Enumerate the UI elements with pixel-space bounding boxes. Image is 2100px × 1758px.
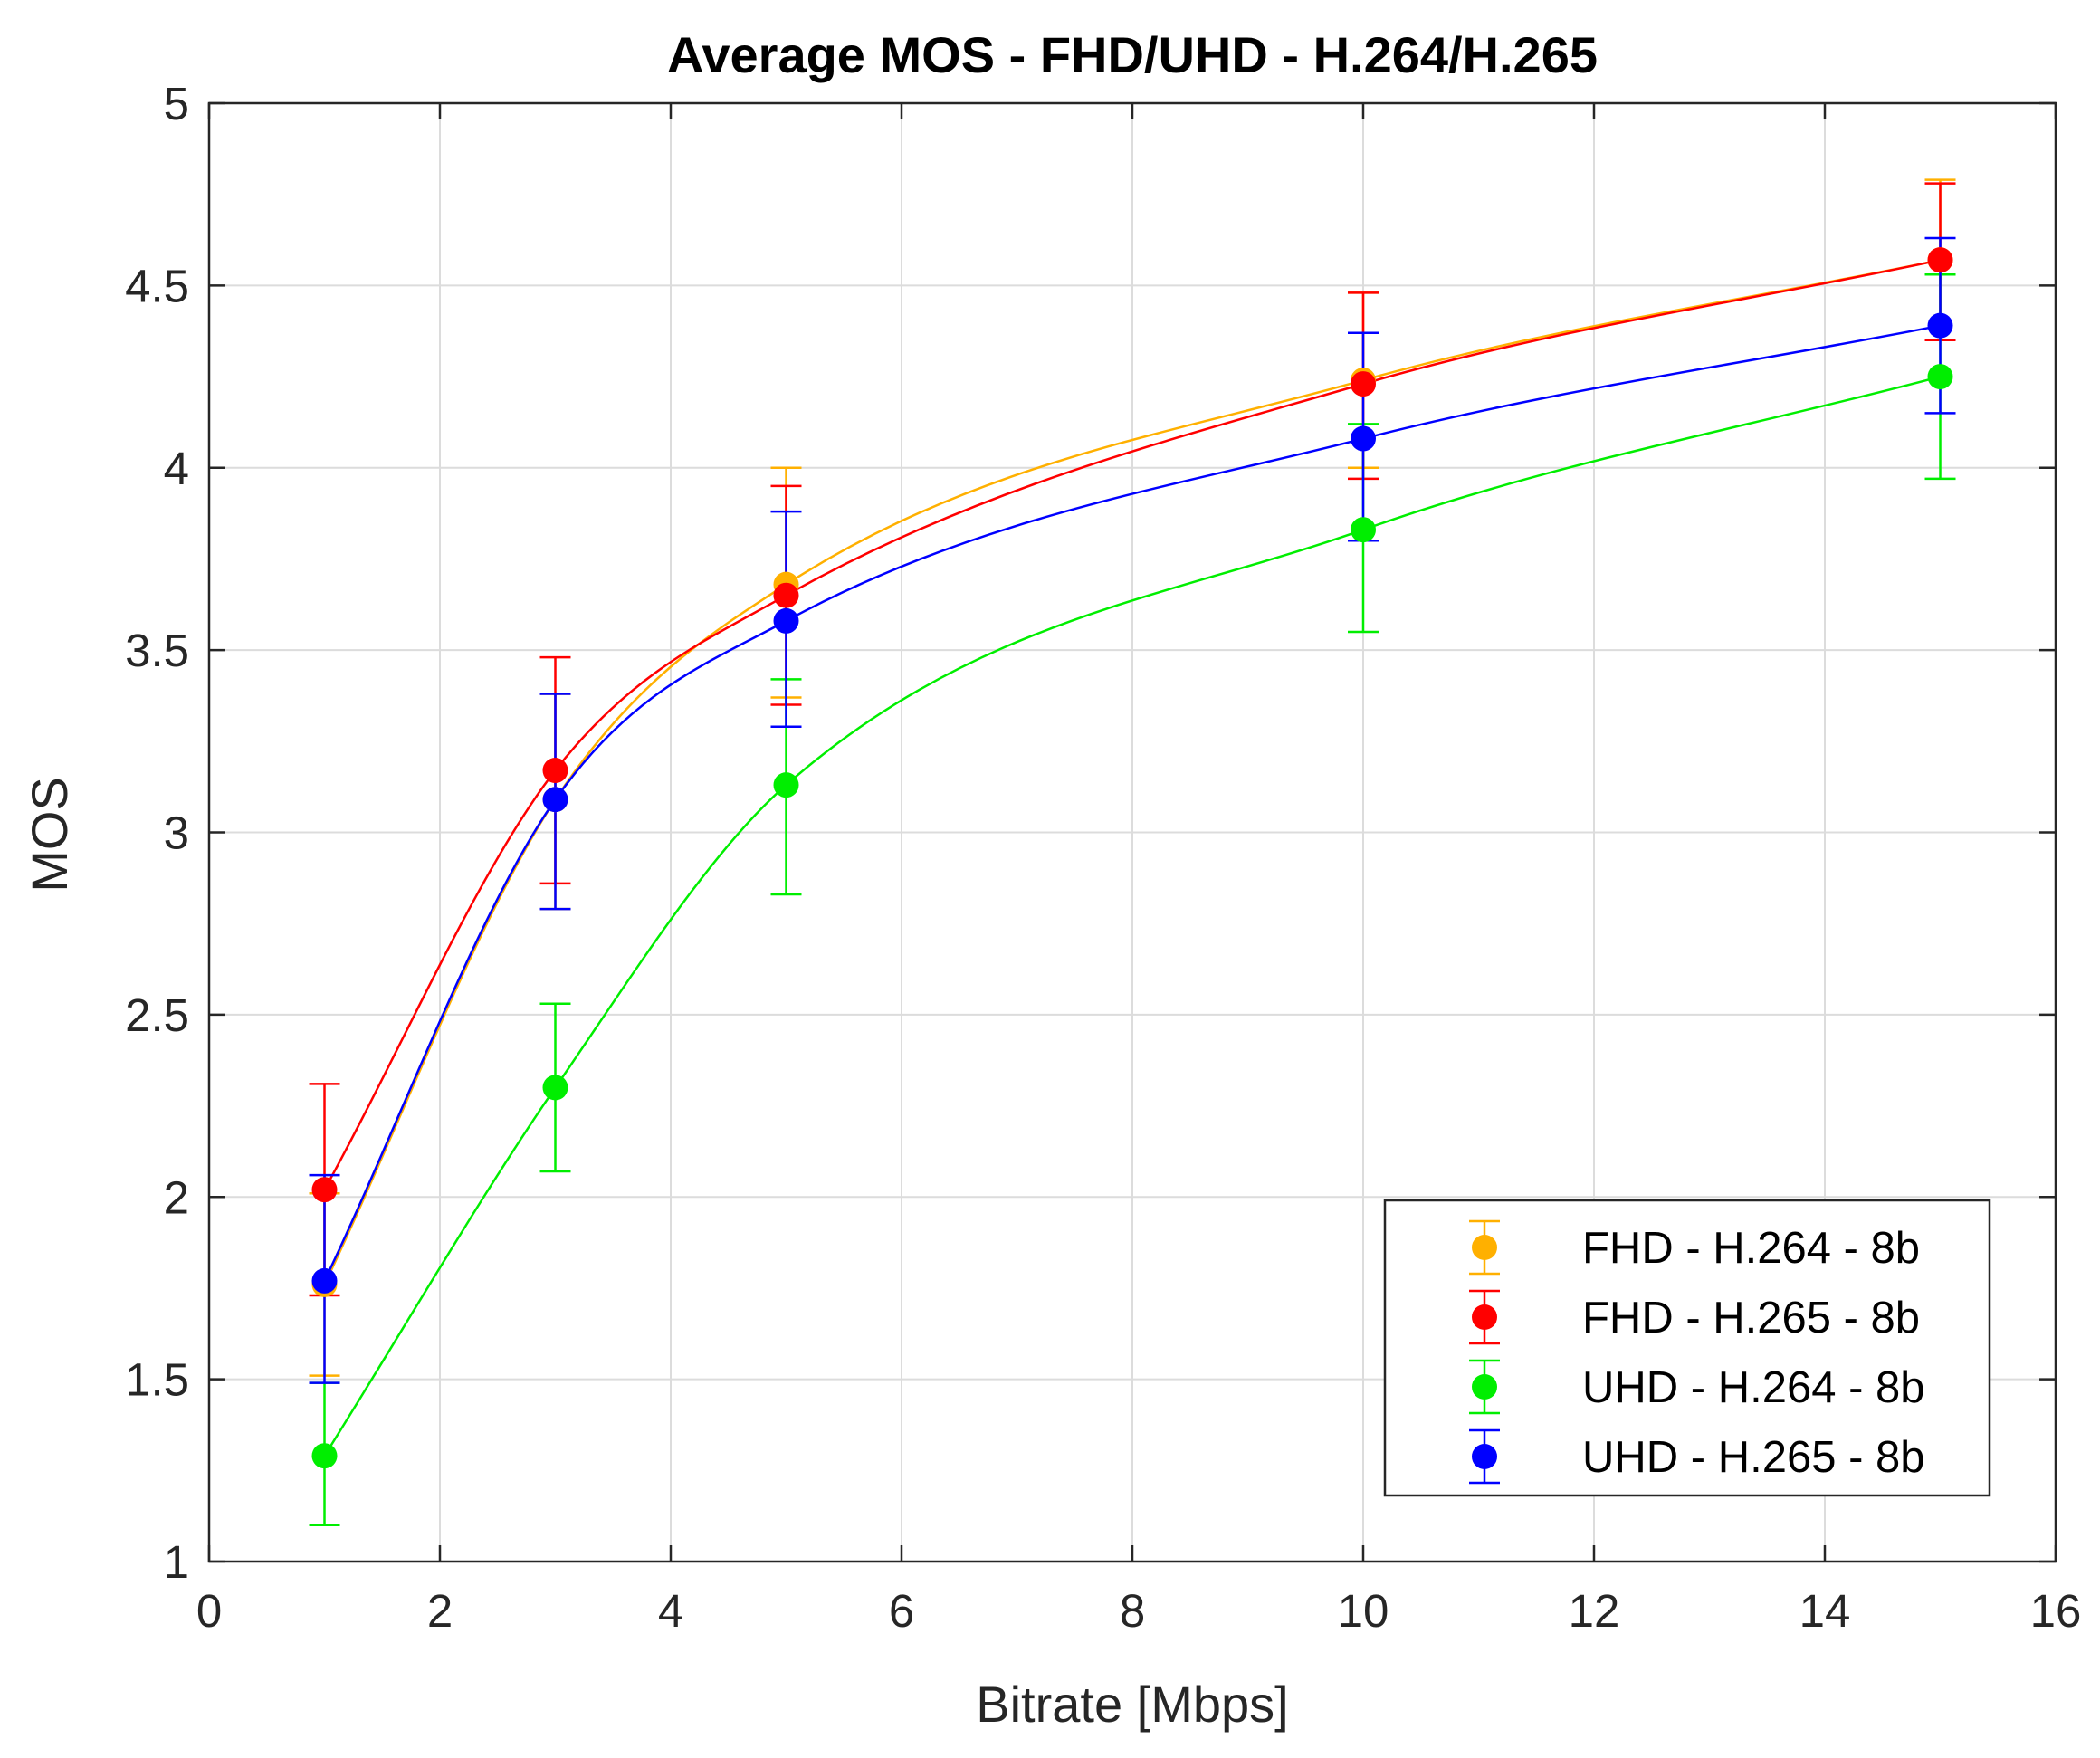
data-point-fhd-h-265-8b bbox=[1927, 247, 1953, 273]
data-point-uhd-h-265-8b bbox=[1927, 312, 1953, 339]
grid bbox=[209, 103, 2056, 1562]
legend-entry-fhd-h-265-8b: FHD - H.265 - 8b bbox=[1469, 1289, 1920, 1345]
x-axis-label: Bitrate [Mbps] bbox=[976, 1676, 1288, 1733]
y-tick-label: 1 bbox=[164, 1536, 189, 1588]
data-point-uhd-h-264-8b bbox=[311, 1443, 338, 1469]
legend-entry-fhd-h-264-8b: FHD - H.264 - 8b bbox=[1469, 1219, 1920, 1276]
legend-entry-uhd-h-265-8b: UHD - H.265 - 8b bbox=[1469, 1428, 1925, 1485]
data-point-uhd-h-265-8b bbox=[542, 787, 568, 813]
legend-marker bbox=[1472, 1374, 1497, 1400]
y-tick-label: 2 bbox=[164, 1171, 189, 1223]
chart-title: Average MOS - FHD/UHD - H.264/H.265 bbox=[667, 26, 1598, 83]
x-tick-label: 12 bbox=[1569, 1585, 1620, 1637]
legend-marker bbox=[1472, 1444, 1497, 1469]
x-tick-label: 2 bbox=[427, 1585, 453, 1637]
data-point-fhd-h-265-8b bbox=[311, 1177, 338, 1203]
legend-entry-uhd-h-264-8b: UHD - H.264 - 8b bbox=[1469, 1359, 1925, 1415]
y-tick-label: 3 bbox=[164, 807, 189, 859]
data-point-fhd-h-265-8b bbox=[1351, 371, 1376, 397]
x-tick-label: 6 bbox=[889, 1585, 914, 1637]
legend-label: UHD - H.264 - 8b bbox=[1582, 1363, 1925, 1412]
legend-label: FHD - H.264 - 8b bbox=[1582, 1224, 1920, 1273]
x-tick-label: 14 bbox=[1799, 1585, 1851, 1637]
data-point-uhd-h-265-8b bbox=[311, 1267, 338, 1294]
data-point-uhd-h-265-8b bbox=[1351, 425, 1376, 452]
legend-label: FHD - H.265 - 8b bbox=[1582, 1294, 1920, 1342]
x-tick-label: 4 bbox=[658, 1585, 683, 1637]
y-axis-label: MOS bbox=[21, 777, 78, 893]
fit-curves bbox=[323, 258, 1941, 1457]
y-tick-label: 5 bbox=[164, 78, 189, 129]
fit-curve-uhd-h-265-8b bbox=[323, 324, 1941, 1282]
tick-labels: 0 2 4 6 8 10 12 14 16 1 1.5 2 2.5 3 3.5 4 4.5 5 bbox=[125, 78, 2081, 1637]
data-point-fhd-h-265-8b bbox=[542, 758, 568, 784]
data-point-uhd-h-265-8b bbox=[773, 607, 799, 634]
y-tick-label: 4 bbox=[164, 443, 189, 494]
y-tick-label: 2.5 bbox=[125, 989, 189, 1041]
data-point-uhd-h-264-8b bbox=[542, 1075, 568, 1101]
x-tick-label: 10 bbox=[1338, 1585, 1389, 1637]
legend-marker bbox=[1472, 1235, 1497, 1260]
legend-label: UHD - H.265 - 8b bbox=[1582, 1433, 1925, 1482]
data-point-uhd-h-264-8b bbox=[773, 772, 799, 798]
data-point-uhd-h-264-8b bbox=[1927, 364, 1953, 390]
x-tick-label: 0 bbox=[196, 1585, 222, 1637]
x-tick-label: 8 bbox=[1120, 1585, 1145, 1637]
axis-ticks bbox=[207, 101, 2057, 1563]
legend-marker bbox=[1472, 1304, 1497, 1330]
data-points bbox=[311, 247, 1953, 1469]
x-tick-label: 16 bbox=[2030, 1585, 2082, 1637]
legend: FHD - H.264 - 8b FHD - H.265 - 8b UHD - H.… bbox=[1383, 1199, 1991, 1497]
y-tick-label: 3.5 bbox=[125, 625, 189, 676]
fit-curve-fhd-h-264-8b bbox=[323, 258, 1941, 1285]
y-tick-label: 4.5 bbox=[125, 260, 189, 311]
fit-curve-uhd-h-264-8b bbox=[323, 375, 1941, 1457]
data-point-fhd-h-265-8b bbox=[773, 582, 799, 608]
fit-curve-fhd-h-265-8b bbox=[323, 258, 1941, 1190]
data-point-uhd-h-264-8b bbox=[1351, 517, 1376, 543]
y-tick-label: 1.5 bbox=[125, 1354, 189, 1406]
